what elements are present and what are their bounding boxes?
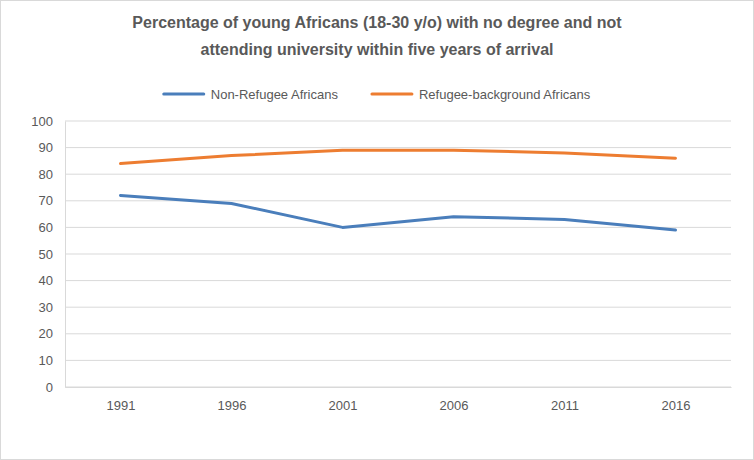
y-tick-label: 60 [39,220,53,235]
y-tick-label: 90 [39,140,53,155]
x-tick-label: 1991 [107,398,136,413]
x-tick: 2011 [551,387,579,413]
grid-line [65,307,731,308]
legend-swatch [372,93,412,96]
legend-item: Refugee-background Africans [372,87,591,102]
legend-label: Non-Refugee Africans [211,87,339,102]
x-tick-label: 2011 [551,398,579,413]
legend-label: Refugee-background Africans [419,87,591,102]
y-tick: 0 [46,380,65,395]
x-tick-label: 2016 [662,398,691,413]
y-tick: 100 [31,114,65,129]
y-tick-label: 100 [31,114,53,129]
x-tick: 1996 [218,387,247,413]
grid-line [65,174,731,175]
y-tick-label: 10 [39,353,53,368]
y-tick-label: 40 [39,273,53,288]
chart: 0 10 20 30 40 50 60 70 80 90 100 1991 1996 2001 2006 20… [0,0,754,460]
legend-swatch [164,93,204,96]
y-tick-label: 0 [46,380,53,395]
y-tick-label: 20 [39,326,53,341]
grid-line [65,200,731,201]
grid-line [65,333,731,334]
y-tick-label: 30 [39,300,53,315]
y-tick: 30 [39,300,65,315]
y-tick: 90 [39,140,65,155]
grid-line [65,280,731,281]
grid-line [65,121,731,122]
grid-line [65,360,731,361]
series-line [121,150,676,163]
y-tick-label: 50 [39,247,53,262]
x-tick-label: 2006 [440,398,469,413]
chart-frame [1,1,754,460]
title-box: Percentage of young Africans (18-30 y/o)… [0,9,754,63]
legend-item: Non-Refugee Africans [164,87,339,102]
x-axis: 1991 1996 2001 2006 2011 2016 [66,387,732,413]
grid-line [65,387,731,388]
x-tick: 2001 [329,387,358,413]
y-tick: 10 [39,353,65,368]
plot-area [121,150,676,230]
chart-title: Percentage of young Africans (18-30 y/o)… [97,9,657,63]
y-tick: 40 [39,273,65,288]
series-line [121,195,676,230]
grid [65,121,731,387]
y-tick-label: 80 [39,167,53,182]
x-tick: 1991 [107,387,136,413]
x-tick-label: 2001 [329,398,358,413]
y-tick: 80 [39,167,65,182]
y-tick: 70 [39,193,65,208]
grid-line [65,254,731,255]
y-axis: 0 10 20 30 40 50 60 70 80 90 100 [31,114,65,395]
y-tick: 50 [39,247,65,262]
y-tick: 60 [39,220,65,235]
y-tick-label: 70 [39,193,53,208]
x-tick-label: 1996 [218,398,247,413]
legend: Non-Refugee Africans Refugee-background A… [164,87,591,102]
y-axis-line [65,122,66,388]
x-axis-line [66,387,732,388]
x-tick: 2006 [440,387,469,413]
grid-line [65,147,731,148]
x-tick: 2016 [662,387,691,413]
y-tick: 20 [39,326,65,341]
